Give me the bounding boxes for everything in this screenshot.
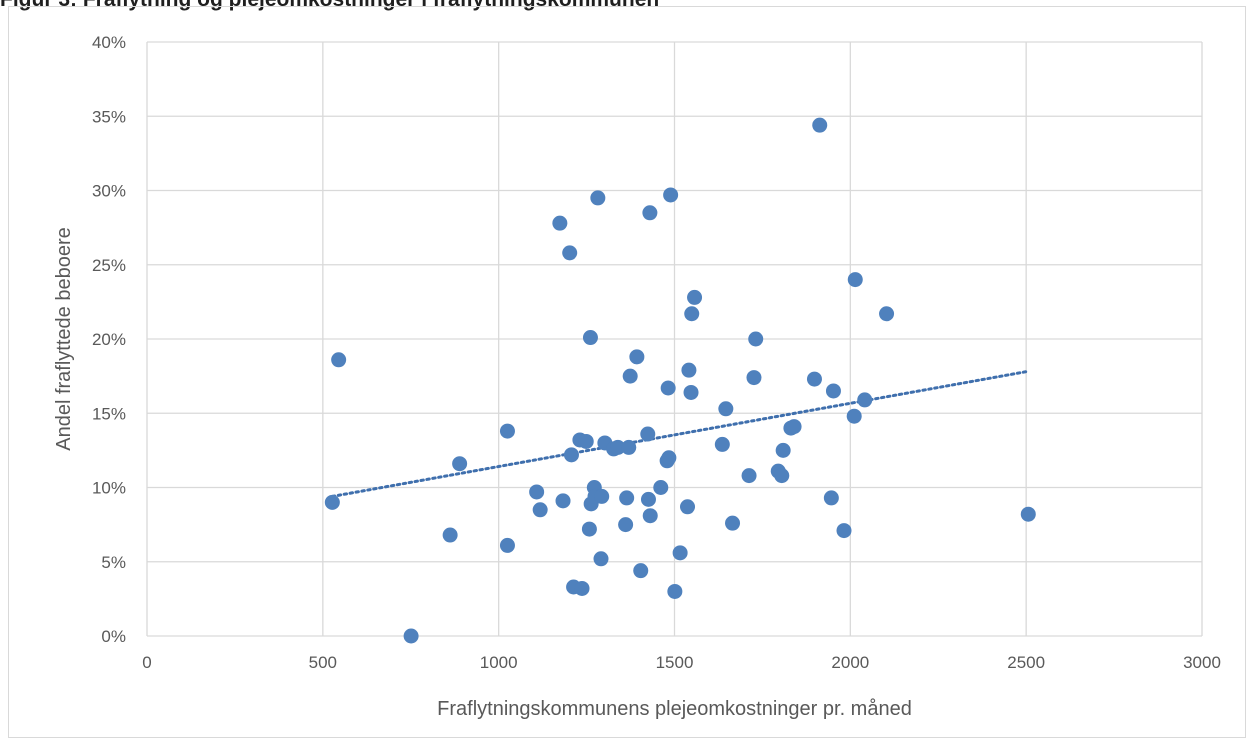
data-point <box>812 117 828 133</box>
data-point <box>582 330 598 346</box>
data-point <box>806 371 822 387</box>
data-point <box>836 523 852 539</box>
data-point <box>629 349 645 365</box>
data-point <box>452 456 468 472</box>
data-point <box>1020 506 1036 522</box>
x-tick-label: 2500 <box>1007 653 1045 672</box>
data-point <box>633 563 649 579</box>
data-point <box>847 272 863 288</box>
x-tick-label: 1500 <box>656 653 694 672</box>
data-point <box>642 205 658 221</box>
data-point <box>683 384 699 400</box>
data-point <box>846 408 862 424</box>
data-point <box>714 436 730 452</box>
chart-frame <box>8 6 1246 738</box>
data-point <box>775 442 791 458</box>
data-point <box>581 521 597 537</box>
y-tick-label: 0% <box>101 627 126 646</box>
data-point <box>442 527 458 543</box>
y-tick-label: 5% <box>101 553 126 572</box>
tick-labels-layer: 0 500 1000 1500 2000 2500 3000 0% 5% 10% 15% 20% 25%… <box>92 33 1221 672</box>
data-point <box>786 419 802 435</box>
data-point <box>748 331 764 347</box>
page-title: Figur 3: Fraflytning og plejeomkostninge… <box>0 0 1254 12</box>
data-point <box>746 370 762 386</box>
data-point <box>718 401 734 417</box>
data-point <box>618 517 634 533</box>
y-axis-title: Andel fraflyttede beboere <box>53 227 75 451</box>
data-point <box>621 439 637 455</box>
data-point <box>857 392 873 408</box>
y-tick-label: 15% <box>92 404 126 423</box>
data-point <box>661 450 677 466</box>
y-tick-label: 25% <box>92 256 126 275</box>
data-point <box>590 190 606 206</box>
trendline <box>330 370 1028 498</box>
y-tick-label: 30% <box>92 182 126 201</box>
data-point <box>578 433 594 449</box>
data-point <box>331 352 347 368</box>
x-tick-label: 3000 <box>1183 653 1221 672</box>
data-point <box>687 289 703 305</box>
data-point <box>660 380 676 396</box>
data-point <box>563 447 579 463</box>
y-tick-label: 20% <box>92 330 126 349</box>
data-point <box>879 306 895 322</box>
data-point <box>663 187 679 203</box>
x-tick-label: 500 <box>309 653 337 672</box>
data-point <box>741 468 757 484</box>
trendline-layer <box>330 370 1028 498</box>
data-point <box>725 515 741 531</box>
data-point <box>640 426 656 442</box>
data-point <box>619 490 635 506</box>
data-point <box>594 488 610 504</box>
data-point <box>774 468 790 484</box>
grid-layer <box>146 41 1203 637</box>
y-tick-label: 35% <box>92 107 126 126</box>
data-point <box>642 508 658 524</box>
data-point <box>684 306 700 322</box>
x-axis-title: Fraflytningskommunens plejeomkostninger … <box>437 698 912 720</box>
data-point <box>532 502 548 518</box>
y-tick-label: 10% <box>92 479 126 498</box>
data-point <box>555 493 571 509</box>
data-point <box>574 580 590 596</box>
data-point <box>403 628 419 644</box>
data-point <box>610 439 626 455</box>
y-tick-label: 40% <box>92 33 126 52</box>
data-point <box>681 362 697 378</box>
data-point <box>672 545 688 561</box>
data-point <box>499 537 515 553</box>
data-point <box>622 368 638 384</box>
data-point <box>499 423 515 439</box>
x-tick-label: 1000 <box>480 653 518 672</box>
data-point <box>529 484 545 500</box>
data-point <box>552 215 568 231</box>
data-point <box>825 383 841 399</box>
data-point <box>680 499 696 515</box>
data-point <box>640 491 656 507</box>
data-point <box>562 245 578 261</box>
x-tick-label: 0 <box>142 653 151 672</box>
data-point <box>593 551 609 567</box>
data-point <box>653 480 669 495</box>
points-layer <box>324 117 1036 644</box>
data-point <box>823 490 839 506</box>
x-tick-label: 2000 <box>831 653 869 672</box>
data-point <box>324 494 340 510</box>
data-point <box>667 583 683 599</box>
